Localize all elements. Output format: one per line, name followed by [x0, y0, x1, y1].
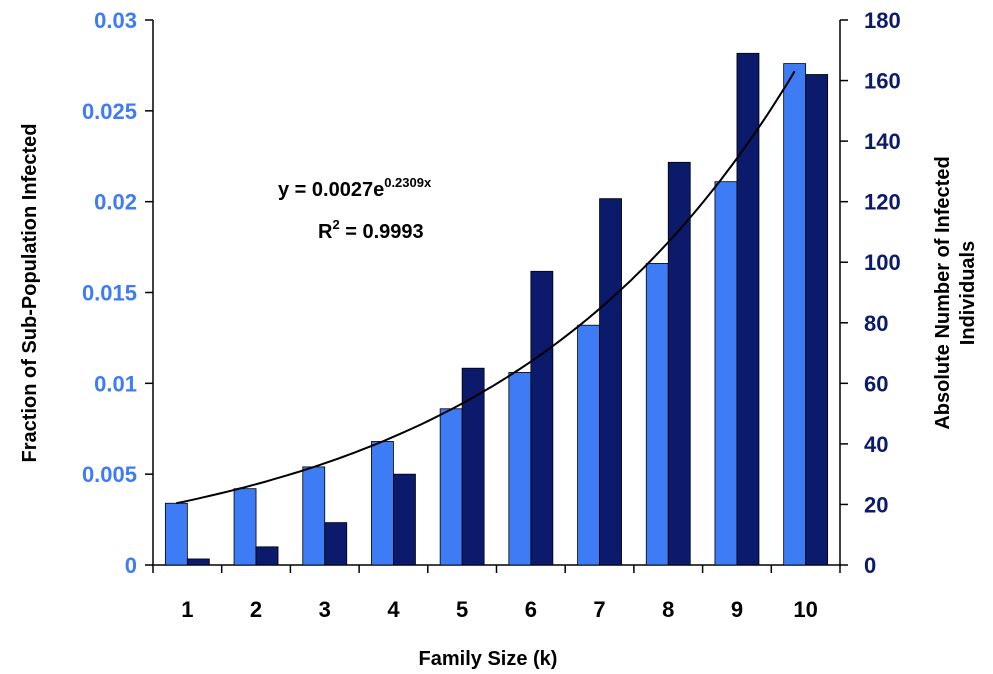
- left-axis-tick-label: 0: [125, 553, 137, 578]
- x-axis-tick-label: 3: [319, 597, 331, 622]
- trendline: [176, 70, 796, 505]
- x-axis-tick-label: 10: [793, 597, 817, 622]
- left-axis: 0 0.005 0.01 0.015 0.02 0.025 0.03: [82, 8, 154, 578]
- bar-fraction: [302, 466, 326, 566]
- bars: [164, 52, 829, 566]
- bar-absolute: [324, 522, 348, 566]
- x-axis-tick-label: 8: [662, 597, 674, 622]
- bar-fraction: [233, 488, 257, 566]
- bar-absolute: [530, 270, 554, 566]
- right-axis-tick-label: 140: [864, 129, 901, 154]
- r2-exponent: 2: [332, 217, 339, 232]
- equation-exponent: 0.2309x: [384, 175, 432, 190]
- bar-fraction: [371, 441, 394, 566]
- left-axis-tick-label: 0.02: [94, 190, 137, 215]
- right-axis-tick-label: 180: [864, 8, 901, 33]
- bar-absolute: [805, 74, 829, 566]
- bar-fraction: [439, 408, 463, 566]
- equation-base: y = 0.0027e: [278, 179, 384, 201]
- right-axis-tick-label: 160: [864, 69, 901, 94]
- r-squared-label: R2 = 0.9993: [318, 217, 424, 243]
- bar-fraction: [577, 324, 600, 566]
- right-axis-tick-label: 0: [864, 553, 876, 578]
- right-axis-tick-label: 120: [864, 190, 901, 215]
- x-axis-tick-label: 2: [250, 597, 262, 622]
- x-axis: 1 2 3 4 5 6 7 8 9 10: [152, 564, 841, 622]
- bar-absolute: [393, 473, 416, 566]
- left-axis-tick-label: 0.025: [82, 99, 137, 124]
- bar-absolute: [667, 161, 691, 566]
- x-axis-tick-label: 6: [525, 597, 537, 622]
- bar-absolute: [186, 558, 210, 566]
- bar-absolute: [255, 546, 279, 566]
- right-axis-tick-label: 40: [864, 432, 888, 457]
- bar-absolute: [736, 52, 760, 566]
- bar-fraction: [645, 263, 669, 566]
- trendline-equation: y = 0.0027e0.2309x: [278, 175, 432, 201]
- r2-value: = 0.9993: [340, 221, 424, 243]
- bar-fraction: [714, 181, 738, 566]
- x-axis-tick-label: 1: [181, 597, 193, 622]
- left-axis-tick-label: 0.015: [82, 281, 137, 306]
- x-axis-tick-label: 7: [593, 597, 605, 622]
- right-axis-tick-label: 100: [864, 250, 901, 275]
- left-axis-tick-label: 0.005: [82, 462, 137, 487]
- x-axis-tick-label: 4: [387, 597, 400, 622]
- bar-fraction: [164, 502, 188, 566]
- right-axis-tick-label: 20: [864, 492, 888, 517]
- right-axis-tick-label: 80: [864, 311, 888, 336]
- left-axis-title: Fraction of Sub-Population Infected: [19, 124, 41, 463]
- bar-absolute: [599, 198, 622, 566]
- right-axis-tick-label: 60: [864, 371, 888, 396]
- left-axis-tick-label: 0.01: [94, 371, 137, 396]
- bar-fraction: [783, 63, 807, 566]
- bar-absolute: [461, 367, 485, 566]
- bar-fraction: [508, 372, 532, 566]
- r2-prefix: R: [318, 221, 333, 243]
- right-axis: 0 20 40 60 80 100 120 140 160 180: [839, 8, 901, 578]
- left-axis-tick-label: 0.03: [94, 8, 137, 33]
- right-axis-title: Absolute Number of Infected: [932, 156, 954, 429]
- x-axis-title: Family Size (k): [419, 648, 558, 670]
- right-axis-title-line2: Individuals: [957, 241, 979, 345]
- x-axis-tick-label: 9: [731, 597, 743, 622]
- x-axis-tick-label: 5: [456, 597, 468, 622]
